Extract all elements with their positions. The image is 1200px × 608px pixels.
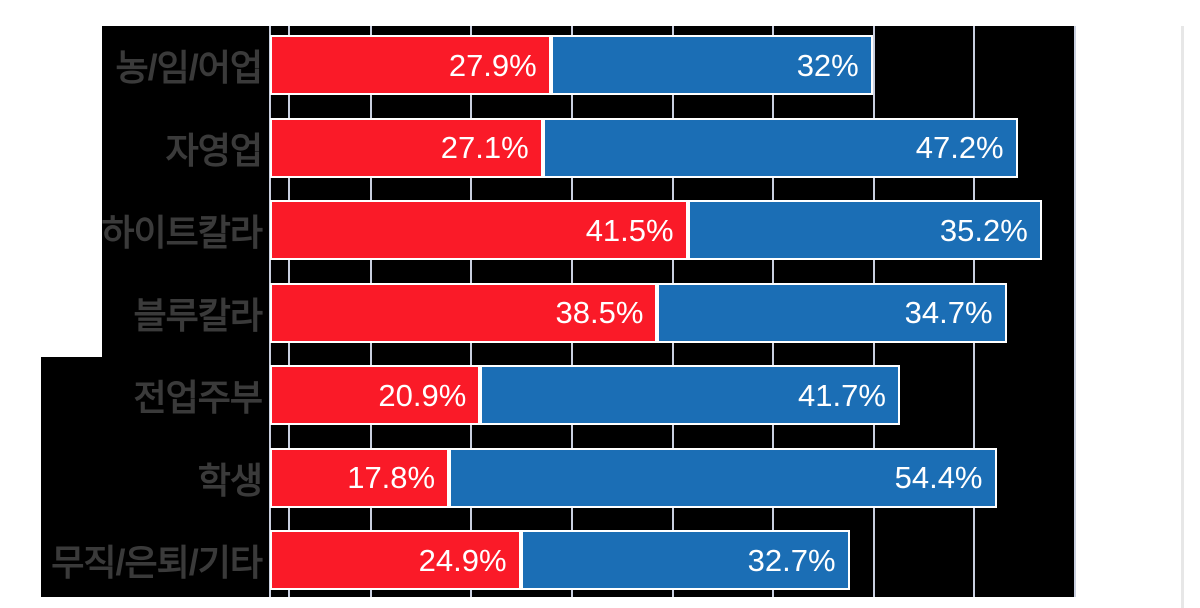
value-label: 38.5% bbox=[555, 295, 644, 330]
red-segment: 24.9% bbox=[270, 530, 521, 590]
value-label: 20.9% bbox=[378, 377, 467, 413]
blue-segment: 41.7% bbox=[480, 365, 900, 425]
category-label: 블루칼라 bbox=[133, 294, 263, 336]
blue-segment: 32% bbox=[550, 35, 873, 95]
blue-segment: 34.7% bbox=[657, 282, 1007, 343]
blue-segment: 47.2% bbox=[542, 117, 1018, 178]
value-label: 32.7% bbox=[747, 542, 836, 578]
value-label: 27.1% bbox=[440, 130, 529, 165]
value-label: 34.7% bbox=[904, 295, 993, 330]
value-label: 17.8% bbox=[347, 460, 436, 495]
bar-row: 41.5% 35.2% bbox=[270, 200, 1042, 260]
blue-segment: 54.4% bbox=[449, 447, 997, 508]
value-label: 35.2% bbox=[939, 212, 1028, 248]
bar-row: 20.9% 41.7% bbox=[270, 365, 900, 425]
red-segment: 17.8% bbox=[270, 447, 450, 508]
category-label: 하이트칼라 bbox=[101, 212, 263, 253]
category-label: 전업주부 bbox=[133, 377, 263, 418]
bar-row: 38.5% 34.7% bbox=[270, 282, 1007, 343]
category-label: 농/임/어업 bbox=[115, 47, 263, 88]
value-label: 27.9% bbox=[448, 47, 537, 83]
value-label: 41.7% bbox=[797, 377, 886, 413]
category-label: 학생 bbox=[197, 459, 263, 501]
right-divider-line bbox=[1181, 26, 1184, 608]
red-segment: 20.9% bbox=[270, 365, 481, 425]
red-segment: 27.1% bbox=[270, 117, 543, 178]
value-label: 41.5% bbox=[585, 212, 674, 248]
bar-row: 24.9% 32.7% bbox=[270, 530, 850, 590]
value-label: 24.9% bbox=[418, 542, 507, 578]
red-segment: 27.9% bbox=[270, 35, 551, 95]
bar-row: 27.9% 32% bbox=[270, 35, 873, 95]
red-segment: 41.5% bbox=[270, 200, 688, 260]
value-label: 32% bbox=[796, 47, 859, 83]
value-label: 54.4% bbox=[894, 460, 983, 495]
blue-segment: 32.7% bbox=[520, 530, 850, 590]
category-label: 자영업 bbox=[165, 129, 263, 171]
bar-row: 17.8% 54.4% bbox=[270, 447, 997, 508]
value-label: 47.2% bbox=[915, 130, 1004, 165]
red-segment: 38.5% bbox=[270, 282, 658, 343]
bar-row: 27.1% 47.2% bbox=[270, 117, 1018, 178]
category-label: 무직/은퇴/기타 bbox=[51, 542, 263, 583]
blue-segment: 35.2% bbox=[687, 200, 1042, 260]
gridline-80pct bbox=[1074, 26, 1076, 597]
